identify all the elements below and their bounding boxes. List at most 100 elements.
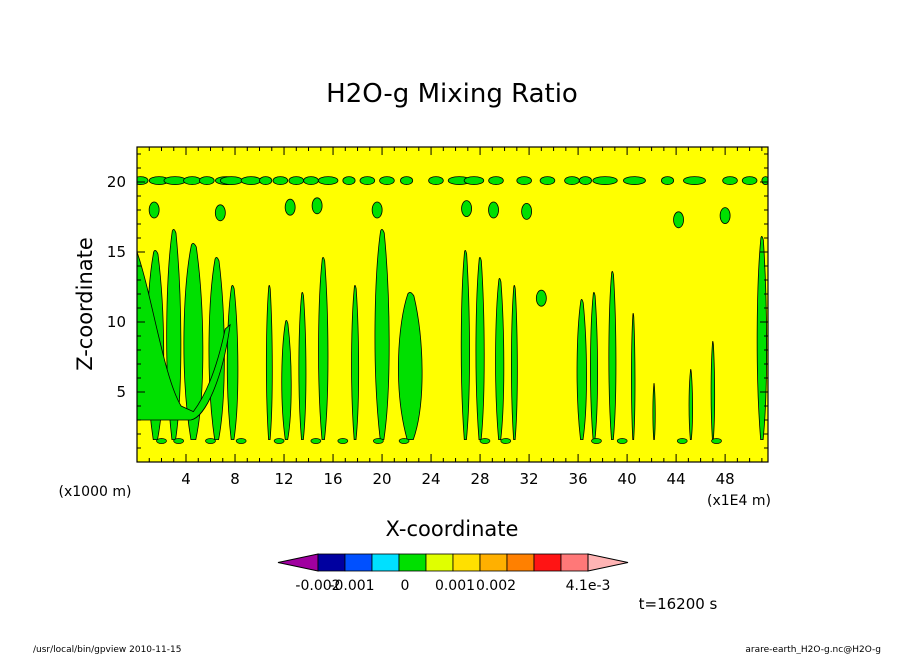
small-blob bbox=[371, 201, 383, 219]
upper-layer-blob bbox=[288, 176, 305, 186]
convective-column bbox=[495, 278, 505, 440]
footer-right: arare-earth_H2O-g.nc@H2O-g bbox=[745, 645, 881, 654]
surface-blob bbox=[205, 438, 216, 444]
x-tick-label: 20 bbox=[373, 470, 392, 488]
convective-column bbox=[631, 313, 636, 440]
contour-fields bbox=[137, 176, 768, 444]
upper-layer-blob bbox=[272, 176, 289, 186]
convective-column bbox=[265, 285, 273, 440]
colorbar-label: -0.001 bbox=[329, 578, 374, 594]
upper-layer-blob bbox=[592, 176, 618, 186]
upper-layer-blob bbox=[623, 176, 646, 186]
surface-blob bbox=[310, 438, 322, 444]
upper-layer-blob bbox=[683, 176, 706, 186]
convective-column bbox=[590, 292, 598, 440]
x-tick-label: 12 bbox=[274, 470, 293, 488]
colorbar-segment bbox=[560, 553, 589, 572]
upper-layer-blob bbox=[539, 176, 556, 186]
upper-layer-blob bbox=[199, 176, 215, 186]
upper-layer-blob bbox=[379, 176, 395, 186]
convective-column bbox=[576, 299, 587, 440]
colorbar-label: 0.001 bbox=[435, 578, 475, 594]
convective-column bbox=[460, 250, 470, 440]
upper-layer-blob bbox=[137, 176, 149, 185]
surface-blob bbox=[273, 438, 285, 444]
upper-layer-blob bbox=[219, 176, 243, 186]
convective-column bbox=[608, 271, 617, 440]
surface-blob bbox=[156, 438, 167, 444]
x-axis-label: X-coordinate bbox=[386, 517, 519, 541]
y-axis-label: Z-coordinate bbox=[73, 237, 97, 371]
convective-column bbox=[374, 229, 390, 440]
chart-title: H2O-g Mixing Ratio bbox=[326, 79, 578, 109]
small-blob bbox=[719, 207, 731, 225]
colorbar-segment bbox=[398, 553, 427, 572]
small-blob bbox=[284, 198, 296, 216]
convective-column bbox=[688, 369, 693, 440]
colorbar-segment bbox=[587, 553, 629, 572]
upper-layer-blob bbox=[761, 176, 768, 185]
y-tick-label: 20 bbox=[107, 173, 126, 191]
surface-blob bbox=[235, 438, 247, 444]
upper-layer-blob bbox=[259, 176, 273, 186]
colorbar-segment bbox=[479, 553, 508, 572]
small-blob bbox=[461, 200, 472, 218]
convective-column bbox=[398, 292, 423, 440]
convective-column bbox=[208, 257, 225, 440]
x-tick-label: 48 bbox=[716, 470, 735, 488]
colorbar-label: 4.1e-3 bbox=[566, 578, 611, 594]
upper-layer-blob bbox=[303, 176, 319, 186]
small-blob bbox=[311, 197, 323, 215]
y-tick-label: 15 bbox=[107, 243, 126, 261]
surface-blob bbox=[616, 438, 628, 444]
convective-column bbox=[226, 285, 239, 440]
surface-blob bbox=[711, 438, 722, 444]
surface-blob bbox=[591, 438, 602, 444]
colorbar-segment bbox=[317, 553, 346, 572]
x-unit-label: (x1000 m) bbox=[59, 484, 132, 500]
x-tick-label: 28 bbox=[471, 470, 490, 488]
convective-column bbox=[318, 257, 329, 440]
y-tick-label: 5 bbox=[116, 383, 126, 401]
x-tick-label: 16 bbox=[323, 470, 342, 488]
convective-column bbox=[511, 285, 518, 440]
colorbar-label: 0 bbox=[401, 578, 410, 594]
small-blob bbox=[214, 204, 226, 222]
upper-layer-blob bbox=[342, 176, 356, 186]
colorbar-segment bbox=[277, 553, 319, 572]
convective-column bbox=[281, 320, 292, 440]
x-tick-label: 24 bbox=[422, 470, 441, 488]
colorbar-segment bbox=[533, 553, 562, 572]
upper-layer-blob bbox=[428, 176, 444, 186]
y-tick-label: 10 bbox=[107, 313, 126, 331]
convective-column bbox=[183, 243, 204, 440]
colorbar-segment bbox=[506, 553, 535, 572]
plot-frame bbox=[136, 146, 769, 463]
convective-column bbox=[652, 383, 656, 440]
convective-column bbox=[298, 292, 307, 440]
small-blob bbox=[521, 202, 533, 220]
colorbar-label: -0.002 bbox=[295, 578, 340, 594]
x-scale-note: (x1E4 m) bbox=[707, 493, 771, 509]
colorbar-segment bbox=[425, 553, 454, 572]
colorbar-segment bbox=[344, 553, 373, 572]
small-blob bbox=[673, 211, 684, 229]
convective-column bbox=[710, 341, 716, 440]
upper-layer-blob bbox=[741, 176, 758, 186]
upper-layer-blob bbox=[722, 176, 738, 186]
colorbar-label: 0.002 bbox=[476, 578, 516, 594]
colorbar: -0.002-0.001 0 0.001 0.002 4.1e-3 bbox=[277, 553, 629, 594]
x-tick-label: 40 bbox=[618, 470, 637, 488]
small-blob bbox=[535, 289, 547, 307]
convective-column bbox=[475, 257, 485, 440]
surface-blob bbox=[337, 438, 349, 444]
small-blob bbox=[488, 201, 499, 219]
upper-layer-blob bbox=[183, 176, 202, 186]
upper-layer-blob bbox=[240, 176, 262, 186]
time-label: t=16200 s bbox=[639, 595, 718, 613]
upper-layer-blob bbox=[516, 176, 532, 186]
footer-left: /usr/local/bin/gpview 2010-11-15 bbox=[33, 645, 181, 654]
surface-blob bbox=[479, 438, 491, 444]
